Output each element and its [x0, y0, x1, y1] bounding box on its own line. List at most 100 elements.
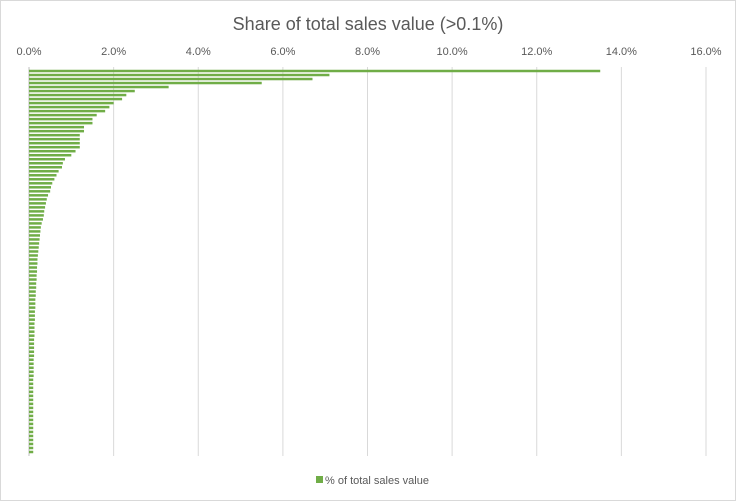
bar — [29, 314, 35, 317]
bar — [29, 418, 34, 422]
bar — [29, 93, 127, 97]
bar — [29, 430, 34, 434]
bar — [29, 290, 36, 293]
bar — [29, 262, 38, 265]
legend-label: % of total sales value — [325, 475, 429, 487]
bar — [29, 266, 38, 269]
bar — [29, 338, 35, 341]
bar — [29, 270, 38, 273]
bar — [29, 302, 36, 305]
bar — [29, 89, 135, 93]
legend-swatch — [316, 476, 323, 483]
bar — [29, 414, 34, 418]
bar — [29, 278, 37, 281]
bar — [29, 101, 114, 105]
bar — [29, 366, 34, 370]
bar — [29, 330, 35, 333]
bar — [29, 342, 35, 345]
x-tick-label: 4.0% — [186, 46, 211, 58]
bar — [29, 190, 51, 193]
bar — [29, 174, 57, 177]
bar — [29, 145, 80, 149]
bar — [29, 81, 262, 85]
bar — [29, 310, 35, 313]
bar — [29, 97, 123, 101]
x-tick-label: 16.0% — [690, 46, 721, 58]
bar — [29, 382, 34, 386]
bar — [29, 438, 34, 442]
x-tick-label: 8.0% — [355, 46, 380, 58]
bar — [29, 442, 34, 446]
bar — [29, 350, 35, 353]
x-tick-label: 0.0% — [16, 46, 41, 58]
gridlines — [28, 67, 707, 456]
bar — [29, 254, 38, 257]
bar — [29, 326, 35, 329]
x-tick-label: 10.0% — [437, 46, 468, 58]
bar — [29, 210, 45, 213]
bar — [29, 402, 34, 406]
bar — [29, 73, 330, 77]
bar — [29, 105, 110, 109]
bar — [29, 282, 37, 285]
bar — [29, 170, 59, 173]
bar — [29, 334, 35, 337]
bar — [29, 398, 34, 402]
bar — [29, 370, 34, 374]
bar — [29, 182, 53, 185]
bar — [29, 117, 93, 121]
bar — [29, 234, 40, 237]
bar — [29, 378, 34, 382]
bars — [29, 69, 601, 454]
bar — [29, 274, 37, 277]
bar — [29, 186, 51, 189]
bar — [29, 358, 34, 361]
bar — [29, 198, 47, 201]
bar — [29, 162, 63, 165]
bar — [29, 133, 80, 137]
chart-title: Share of total sales value (>0.1%) — [233, 14, 504, 34]
bar — [29, 446, 34, 450]
bar — [29, 113, 97, 117]
bar — [29, 374, 34, 378]
bar — [29, 250, 39, 253]
bar — [29, 394, 34, 398]
bar — [29, 246, 39, 249]
bar — [29, 426, 34, 430]
bar — [29, 390, 34, 394]
bar — [29, 354, 35, 357]
bar — [29, 69, 601, 73]
bar — [29, 129, 85, 133]
bar — [29, 346, 35, 349]
bar — [29, 230, 41, 233]
bar — [29, 85, 169, 89]
bar — [29, 137, 80, 141]
bar — [29, 434, 34, 438]
bar — [29, 77, 313, 81]
bar — [29, 322, 35, 325]
bar — [29, 166, 62, 169]
bar — [29, 206, 46, 209]
bar — [29, 153, 72, 157]
x-tick-label: 14.0% — [606, 46, 637, 58]
bar — [29, 226, 41, 229]
bar — [29, 242, 40, 245]
bar — [29, 362, 34, 366]
bar — [29, 125, 85, 129]
bar — [29, 286, 37, 289]
bar — [29, 149, 76, 153]
legend: % of total sales value — [316, 475, 429, 487]
x-tick-label: 2.0% — [101, 46, 126, 58]
bar — [29, 386, 34, 390]
x-axis-ticks: 0.0% 2.0% 4.0% 6.0% 8.0% 10.0% 12.0% 14.0% 16.0% — [16, 46, 721, 58]
bar — [29, 450, 34, 454]
bar — [29, 298, 36, 301]
bar — [29, 202, 46, 205]
bar — [29, 406, 34, 410]
bar — [29, 214, 44, 217]
bar — [29, 109, 106, 113]
bar — [29, 157, 65, 161]
x-tick-label: 6.0% — [270, 46, 295, 58]
